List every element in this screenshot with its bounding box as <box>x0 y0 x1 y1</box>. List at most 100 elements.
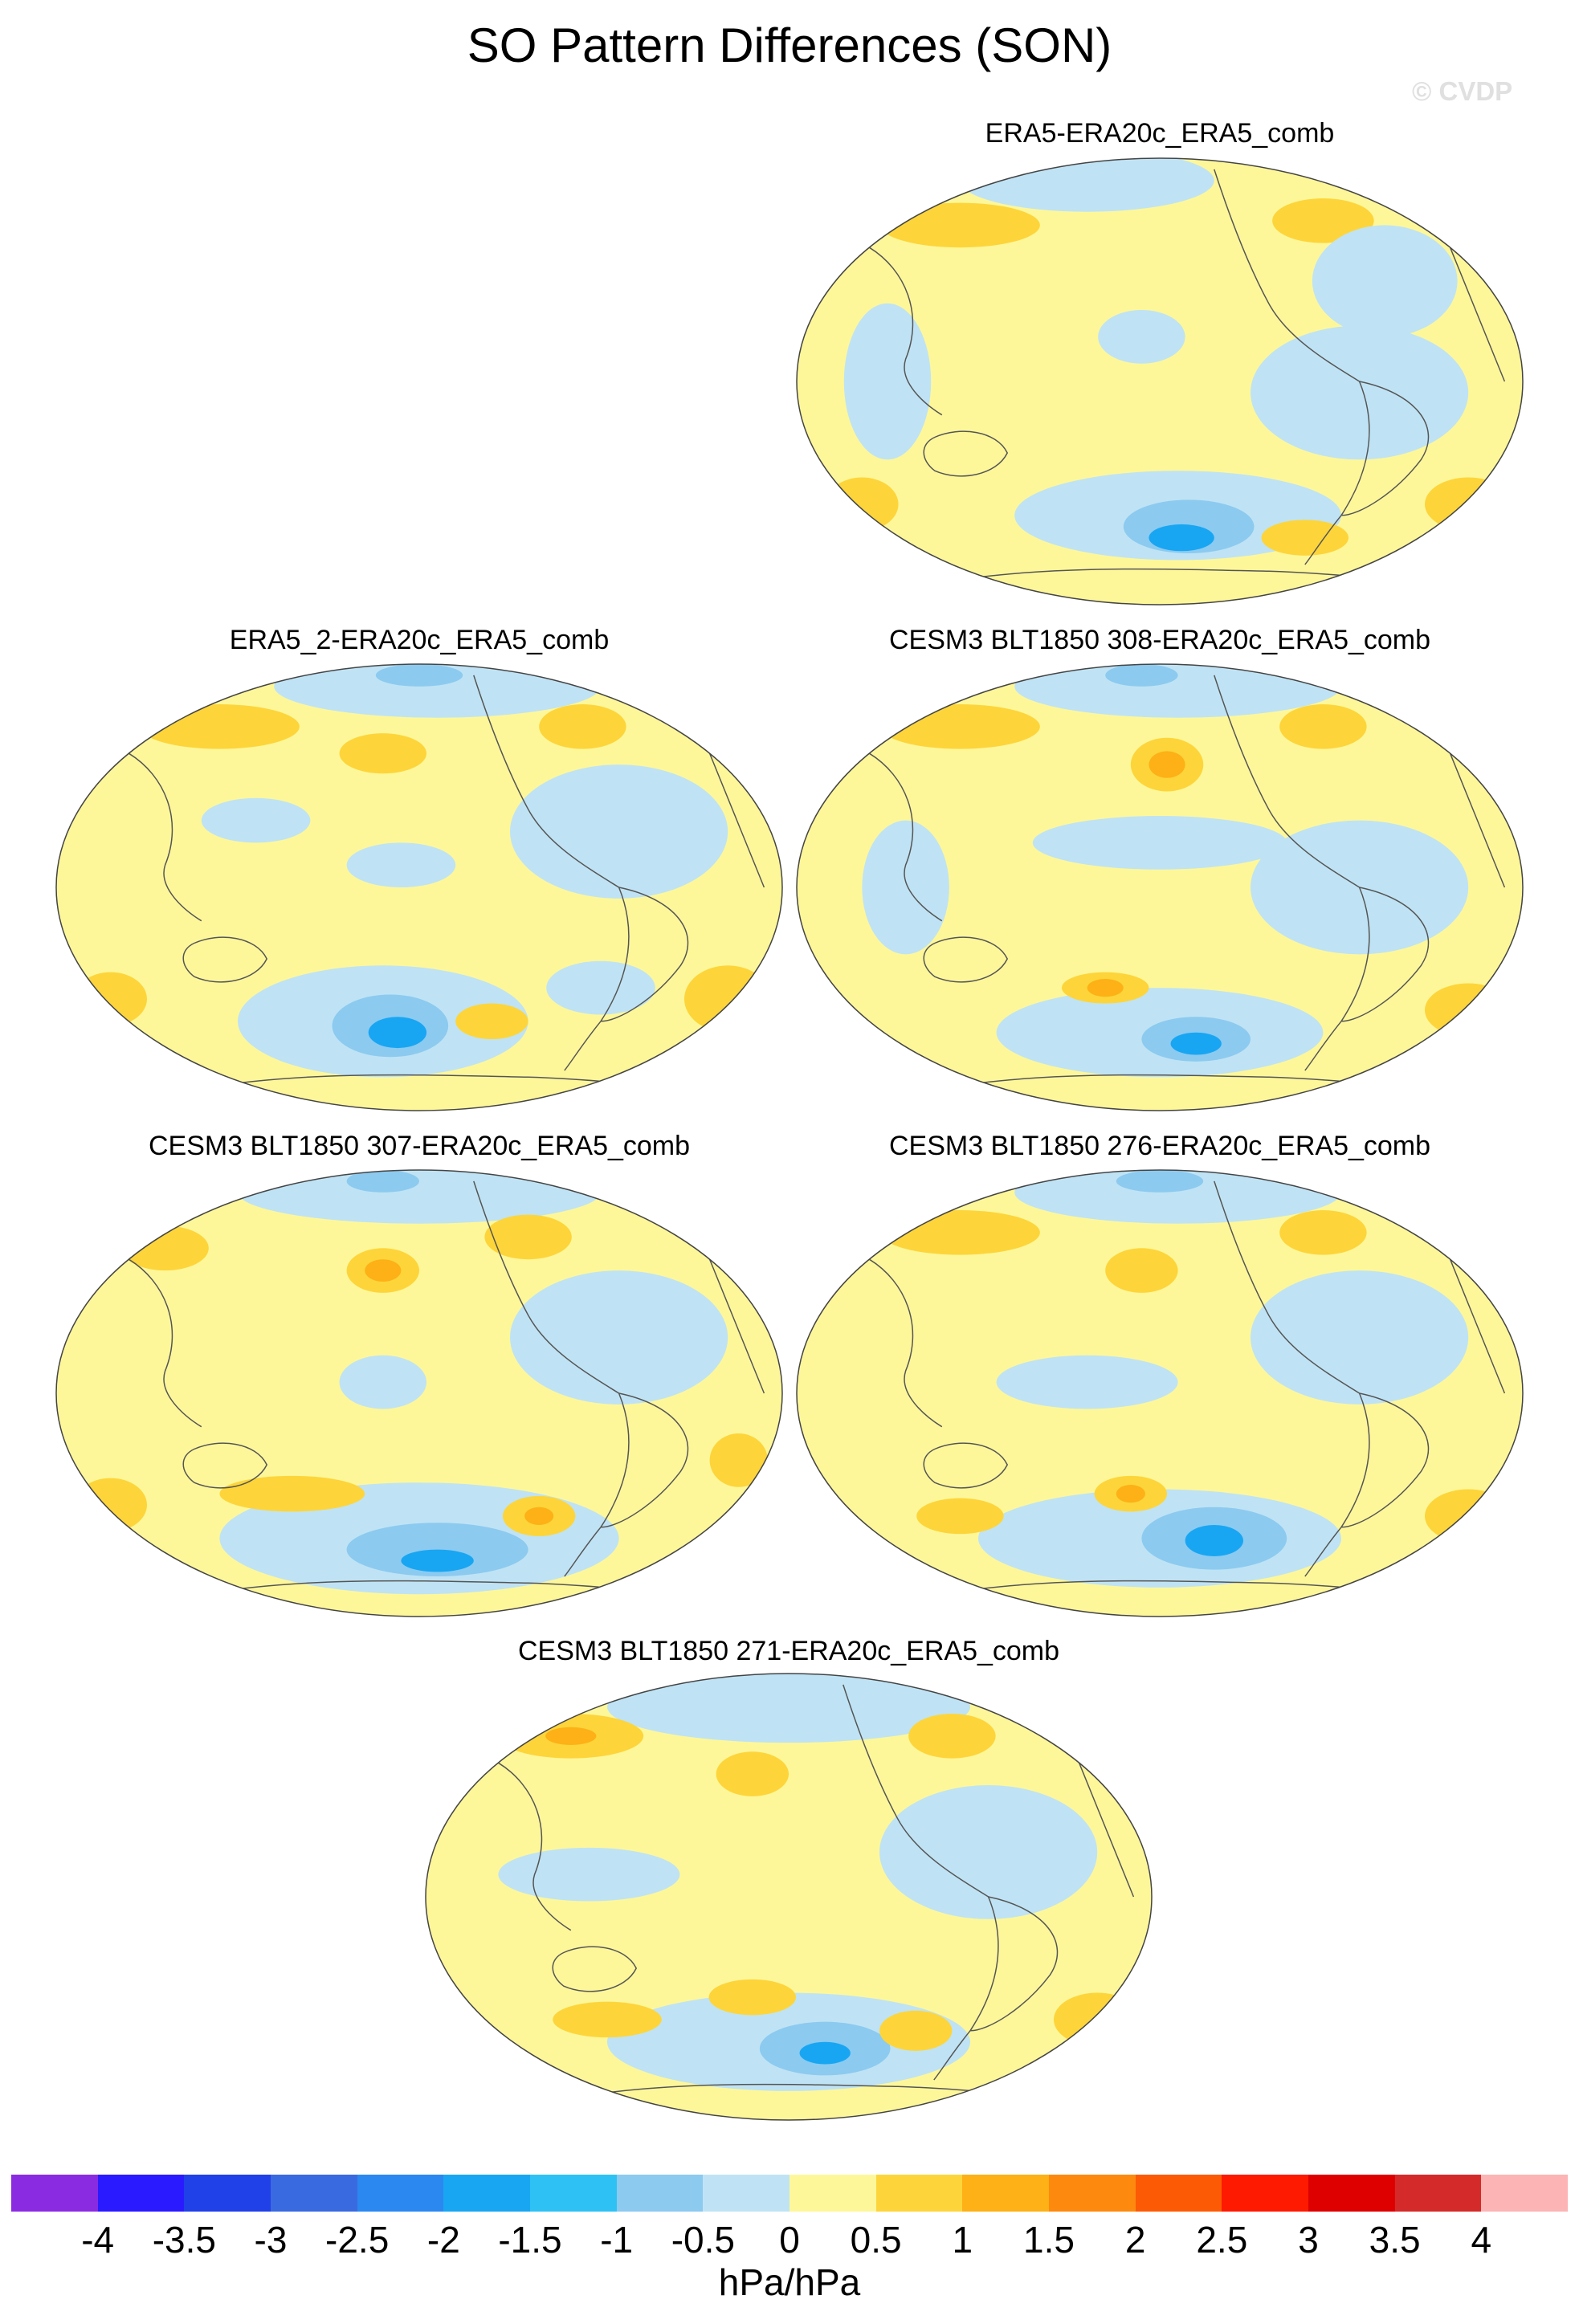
coastline <box>869 752 943 922</box>
world-map-panel <box>55 1169 783 1617</box>
colorbar-swatch <box>11 2175 99 2212</box>
anomaly-contour <box>683 965 772 1033</box>
coastline <box>923 430 1009 477</box>
coastline <box>1340 381 1430 516</box>
colorbar-tick-label: -3 <box>254 2219 288 2261</box>
anomaly-contour <box>879 2010 953 2051</box>
colorbar-tick-label: 2 <box>1124 2219 1146 2261</box>
anomaly-contour <box>1053 1992 1141 2047</box>
anomaly-contour <box>1116 1484 1145 1503</box>
anomaly-contour <box>539 704 626 749</box>
colorbar-units: hPa/hPa <box>718 2261 861 2303</box>
coastline <box>473 675 630 1071</box>
anomaly-contour <box>339 733 427 774</box>
anomaly-contour <box>716 1751 789 1796</box>
anomaly-contour <box>1185 1525 1243 1556</box>
anomaly-contour <box>74 1478 147 1532</box>
anomaly-contour <box>1261 520 1349 556</box>
panel-title: CESM3 BLT1850 271-ERA20c_ERA5_comb <box>517 1636 1060 1666</box>
anomaly-contour <box>1170 1032 1222 1055</box>
coastline <box>1449 1258 1506 1394</box>
colorbar-swatch <box>962 2175 1050 2212</box>
panel-title: CESM3 BLT1850 276-ERA20c_ERA5_comb <box>888 1131 1431 1161</box>
anomaly-contour <box>139 704 300 749</box>
anomaly-contour <box>1424 477 1512 532</box>
anomaly-contour <box>826 477 899 532</box>
anomaly-contour <box>346 1523 528 1576</box>
anomaly-contour <box>401 1549 474 1572</box>
anomaly-contour <box>498 1847 680 1902</box>
map-border <box>796 157 1524 605</box>
anomaly-contour <box>339 1355 427 1409</box>
anomaly-contour <box>843 303 932 460</box>
map-border <box>55 1169 783 1617</box>
colorbar-tick-label: -4 <box>81 2219 115 2261</box>
colorbar-swatch <box>271 2175 358 2212</box>
anomaly-contour <box>1279 1210 1367 1255</box>
coastline <box>600 1392 689 1528</box>
panel-title: CESM3 BLT1850 307-ERA20c_ERA5_comb <box>148 1131 691 1161</box>
coastline <box>182 1442 268 1489</box>
world-map-panel <box>796 157 1524 605</box>
coastline <box>708 1258 765 1394</box>
anomaly-contour <box>1424 983 1512 1038</box>
anomaly-contour <box>799 2041 851 2065</box>
colorbar-swatch <box>1222 2175 1309 2212</box>
map-border <box>55 663 783 1111</box>
colorbar-swatch <box>1481 2175 1569 2212</box>
colorbar-swatch <box>530 2175 618 2212</box>
coastline <box>923 1442 1009 1489</box>
colorbar-tick-label: -2.5 <box>325 2219 390 2261</box>
anomaly-contour <box>1087 978 1124 997</box>
world-map-panel <box>55 663 783 1111</box>
colorbar-tick-label: 3.5 <box>1369 2219 1421 2261</box>
colorbar-swatch <box>1049 2175 1136 2212</box>
anomaly-contour <box>1272 198 1374 243</box>
coastline <box>1078 1762 1135 1898</box>
anomaly-contour <box>1105 1248 1178 1293</box>
colorbar-tick-label: -2 <box>426 2219 460 2261</box>
map-border <box>796 663 1524 1111</box>
colorbar-tick-label: 1.5 <box>1023 2219 1075 2261</box>
anomaly-contour <box>709 1433 768 1487</box>
anomaly-contour <box>1098 310 1185 364</box>
coastline <box>843 1684 999 2081</box>
anomaly-contour <box>607 1674 970 1743</box>
anomaly-contour <box>510 1270 728 1405</box>
coastline <box>552 1946 638 1992</box>
anomaly-contour <box>1116 1170 1204 1193</box>
coastline <box>708 752 765 888</box>
anomaly-contour <box>879 1785 1098 1919</box>
colorbar-tick-label: -0.5 <box>671 2219 735 2261</box>
world-map-panel <box>796 663 1524 1111</box>
colorbar-tick-label: -1 <box>600 2219 634 2261</box>
coastline <box>1214 169 1370 565</box>
anomaly-contour <box>553 2001 662 2038</box>
map-border <box>796 1169 1524 1617</box>
coastline <box>1214 675 1370 1071</box>
coastline <box>1340 887 1430 1022</box>
anomaly-contour <box>368 1017 427 1049</box>
panel-title: CESM3 BLT1850 308-ERA20c_ERA5_comb <box>888 625 1431 655</box>
colorbar-tick-label: 4 <box>1471 2219 1492 2261</box>
anomaly-contour <box>74 972 147 1026</box>
coastline <box>1449 247 1506 382</box>
coastline <box>1214 1180 1370 1577</box>
colorbar-tick-label: -1.5 <box>498 2219 562 2261</box>
anomaly-contour <box>201 797 311 843</box>
anomaly-contour <box>1251 1270 1469 1405</box>
coastline <box>969 1896 1059 2032</box>
anomaly-contour <box>545 1727 597 1745</box>
coastline <box>498 1762 572 1931</box>
anomaly-contour <box>524 1507 554 1526</box>
anomaly-contour <box>484 1214 572 1260</box>
anomaly-contour <box>708 1979 797 2016</box>
coastline <box>869 1258 943 1428</box>
cvdp-watermark: © CVDP <box>1412 76 1513 106</box>
colorbar-swatch <box>790 2175 877 2212</box>
colorbar-swatch <box>1394 2175 1482 2212</box>
map-border <box>425 1673 1153 2121</box>
anomaly-contour <box>862 820 949 955</box>
anomaly-contour <box>455 1003 528 1040</box>
world-map-panel <box>796 1169 1524 1617</box>
